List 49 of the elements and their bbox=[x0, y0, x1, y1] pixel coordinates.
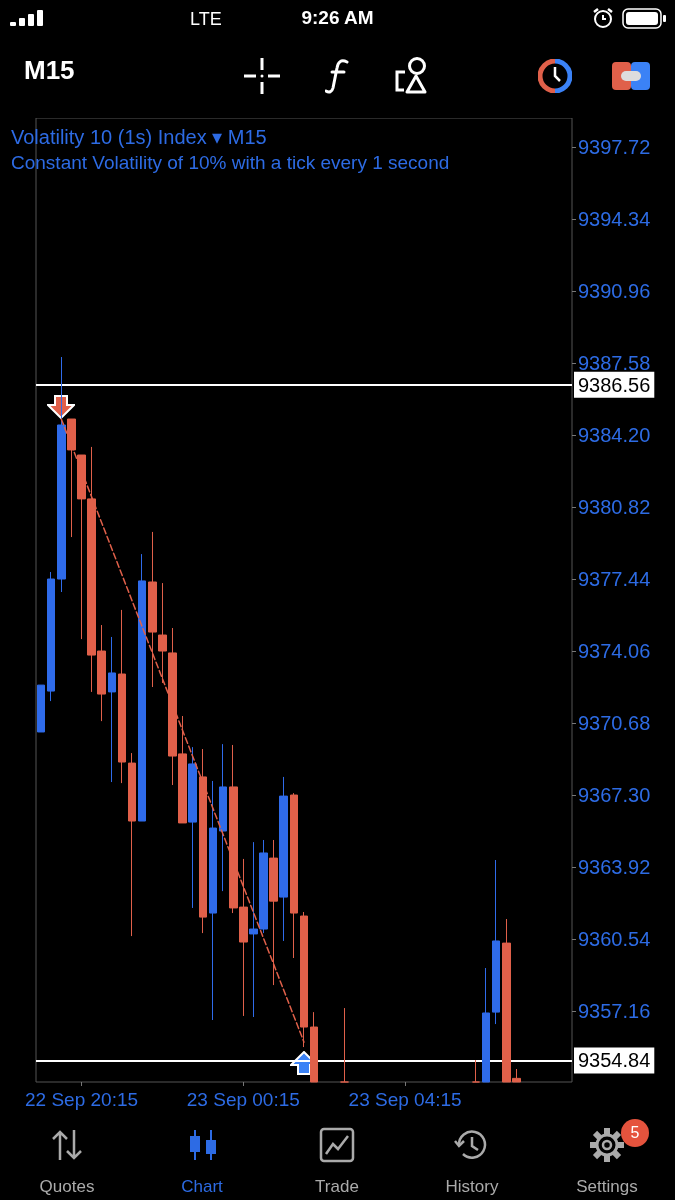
x-tick-label: 23 Sep 00:15 bbox=[186, 1089, 300, 1110]
text: Constant Volatility of 10% with a tick every 1 second bbox=[11, 152, 450, 173]
ref-line-label: 9386.56 bbox=[578, 373, 651, 396]
y-tick-label: 9387.58 bbox=[578, 351, 651, 374]
y-tick-label: 9357.16 bbox=[578, 1000, 651, 1023]
candlestick bbox=[118, 609, 126, 784]
ref-line-label: 9354.84 bbox=[578, 1049, 651, 1072]
y-tick-label: 9380.82 bbox=[578, 496, 651, 519]
y-tick-label: 9363.92 bbox=[578, 856, 651, 879]
text: Trade bbox=[314, 1176, 360, 1198]
candlestick bbox=[279, 776, 288, 942]
candlestick bbox=[290, 792, 298, 959]
text: Settings bbox=[575, 1176, 639, 1198]
candlestick bbox=[57, 356, 66, 593]
x-tick-label: 23 Sep 04:15 bbox=[348, 1089, 462, 1110]
candlestick bbox=[138, 553, 146, 822]
y-tick-label: 9397.72 bbox=[578, 135, 651, 158]
candlestick bbox=[37, 684, 45, 733]
candlestick bbox=[269, 839, 278, 986]
text: 9:26 AM bbox=[300, 6, 375, 30]
candlestick bbox=[219, 743, 227, 892]
y-tick-label: 9384.20 bbox=[578, 424, 651, 446]
y-tick-label: 9390.96 bbox=[578, 279, 651, 302]
text: LTE bbox=[190, 8, 223, 31]
candlestick bbox=[128, 752, 136, 937]
y-tick-label: 9374.06 bbox=[578, 640, 651, 663]
text: Quotes bbox=[38, 1176, 96, 1198]
candlestick bbox=[199, 748, 207, 934]
candlestick bbox=[482, 967, 490, 1083]
y-tick-label: 9377.44 bbox=[578, 568, 651, 591]
y-tick-label: 9394.34 bbox=[578, 207, 651, 230]
text: History bbox=[444, 1176, 500, 1198]
candlestick bbox=[209, 780, 217, 1021]
y-tick-label: 9370.68 bbox=[578, 712, 651, 735]
candlestick bbox=[310, 1011, 318, 1083]
candlestick bbox=[188, 746, 197, 909]
candlestick bbox=[148, 531, 157, 688]
candlestick bbox=[492, 859, 500, 1025]
y-tick-label: 9360.54 bbox=[578, 928, 651, 951]
candlestick bbox=[340, 1007, 349, 1083]
y-tick-label: 9367.30 bbox=[578, 784, 651, 807]
x-tick-label: 22 Sep 20:15 bbox=[24, 1089, 139, 1110]
candlestick bbox=[158, 582, 167, 684]
chart-title: Volatility 10 (1s) Index ▾ M15 bbox=[11, 126, 267, 148]
candlestick bbox=[108, 636, 116, 783]
candlestick bbox=[47, 571, 55, 702]
text: Chart bbox=[180, 1176, 224, 1198]
text: M15 bbox=[24, 55, 76, 85]
candlestick bbox=[472, 1059, 480, 1083]
